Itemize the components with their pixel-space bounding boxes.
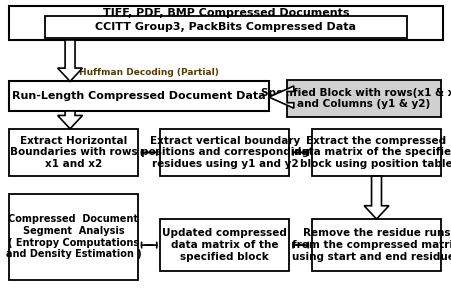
FancyBboxPatch shape (286, 80, 440, 117)
FancyBboxPatch shape (9, 6, 442, 40)
FancyBboxPatch shape (9, 194, 138, 280)
Text: Extract Horizontal
Boundaries with rows
x1 and x2: Extract Horizontal Boundaries with rows … (9, 136, 137, 169)
FancyBboxPatch shape (311, 219, 440, 271)
Text: Specified Block with rows(x1 & x2)
and Columns (y1 & y2): Specified Block with rows(x1 & x2) and C… (261, 88, 451, 109)
FancyBboxPatch shape (311, 129, 440, 176)
FancyBboxPatch shape (160, 219, 289, 271)
FancyBboxPatch shape (9, 81, 268, 111)
Text: CCITT Group3, PackBits Compressed Data: CCITT Group3, PackBits Compressed Data (95, 22, 356, 32)
Text: Compressed  Document
Segment  Analysis
( Entropy Computations
and Density Estima: Compressed Document Segment Analysis ( E… (5, 214, 141, 259)
Text: Run-Length Compressed Document Data: Run-Length Compressed Document Data (12, 91, 265, 101)
Polygon shape (268, 86, 293, 108)
FancyBboxPatch shape (45, 16, 406, 38)
Text: Extract the compressed
data matrix of the specified
block using position table: Extract the compressed data matrix of th… (293, 136, 451, 169)
Text: Remove the residue runs
from the compressed matrix
using start and end residues: Remove the residue runs from the compres… (291, 228, 451, 262)
Text: Huffman Decoding (Partial): Huffman Decoding (Partial) (79, 68, 218, 77)
FancyBboxPatch shape (9, 129, 138, 176)
Polygon shape (58, 111, 82, 129)
Text: Updated compressed
data matrix of the
specified block: Updated compressed data matrix of the sp… (162, 228, 287, 262)
FancyBboxPatch shape (160, 129, 289, 176)
Text: Extract vertical boundary
positions and corresponding
residues using y1 and y2: Extract vertical boundary positions and … (140, 136, 308, 169)
Polygon shape (58, 40, 82, 81)
Polygon shape (364, 176, 388, 219)
Text: TIFF, PDF, BMP Compressed Documents: TIFF, PDF, BMP Compressed Documents (102, 8, 349, 17)
